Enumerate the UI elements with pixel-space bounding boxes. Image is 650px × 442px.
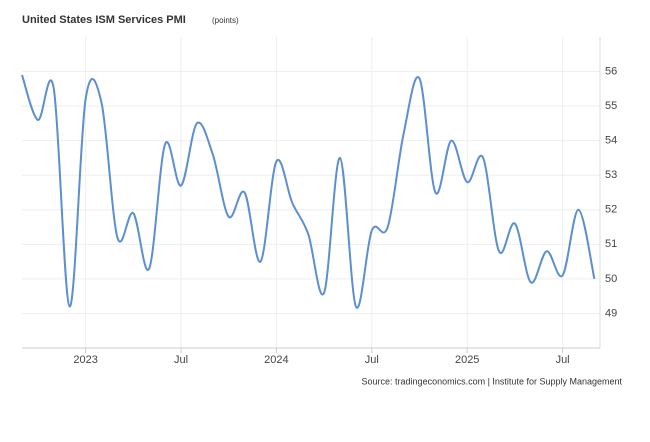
source-note: Source: tradingeconomics.com | Institute… xyxy=(362,376,623,386)
x-tick-label: Jul xyxy=(365,354,379,366)
y-tick-label: 49 xyxy=(605,307,617,319)
line-series xyxy=(21,74,596,309)
y-tick-label: 53 xyxy=(605,169,617,181)
x-tick-label: 2024 xyxy=(264,354,288,366)
y-tick-label: 52 xyxy=(605,204,617,216)
x-tick-label: Jul xyxy=(174,354,188,366)
chart-title: United States ISM Services PMI xyxy=(22,14,186,26)
x-tick-label: 2023 xyxy=(73,354,97,366)
y-tick-label: 55 xyxy=(605,100,617,112)
y-tick-label: 56 xyxy=(605,65,617,77)
x-tick-label: 2025 xyxy=(455,354,479,366)
y-tick-label: 51 xyxy=(605,238,617,250)
x-tick-label: Jul xyxy=(556,354,570,366)
chart-subtitle: (points) xyxy=(212,16,239,25)
y-tick-label: 50 xyxy=(605,273,617,285)
y-tick-label: 54 xyxy=(605,135,617,147)
